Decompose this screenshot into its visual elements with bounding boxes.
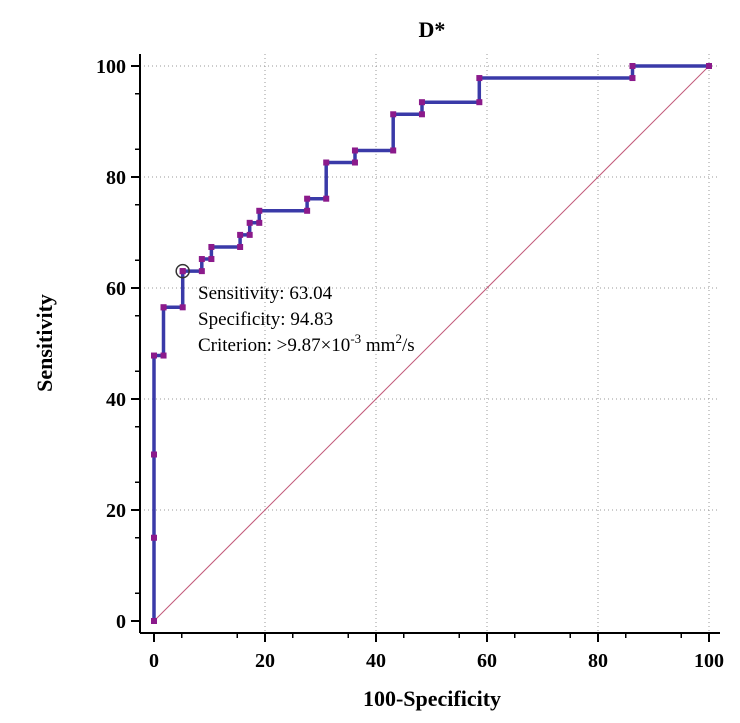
- roc-point: [476, 99, 483, 106]
- annotation-criterion: Criterion: >9.87×10-3 mm2/s: [198, 331, 415, 356]
- annotation-sensitivity: Sensitivity: 63.04: [198, 283, 333, 304]
- roc-point: [208, 243, 215, 250]
- optimal-point-marker: [175, 263, 190, 279]
- roc-point: [237, 231, 244, 238]
- x-tick-label: 20: [255, 650, 275, 672]
- y-tick-label: 40: [106, 389, 126, 411]
- roc-point: [629, 63, 636, 69]
- roc-point: [351, 159, 358, 166]
- x-tick-label: 100: [694, 650, 724, 672]
- roc-markers: [151, 63, 712, 624]
- x-tick-label: 80: [588, 650, 608, 672]
- chart-title: D*: [419, 17, 446, 42]
- x-axis-label: 100-Specificity: [363, 686, 501, 711]
- y-tick-label: 20: [106, 500, 126, 522]
- roc-point: [151, 451, 157, 458]
- x-tick-label: 40: [366, 650, 386, 672]
- roc-point: [179, 268, 186, 275]
- roc-point: [706, 63, 712, 69]
- roc-point: [151, 352, 157, 359]
- roc-point: [151, 534, 157, 541]
- roc-point: [151, 618, 157, 624]
- x-ticks: 0 20 40 60 80 100: [149, 633, 724, 672]
- criterion-prefix: Criterion: >9.87×10: [198, 335, 350, 356]
- roc-point: [160, 304, 167, 311]
- criterion-exponent-1: -3: [350, 331, 361, 346]
- roc-point: [323, 159, 330, 166]
- roc-point: [351, 147, 358, 154]
- criterion-suffix: /s: [402, 335, 415, 356]
- roc-point: [390, 147, 397, 154]
- roc-point: [246, 231, 253, 238]
- y-ticks: 0 20 40 60 80 100: [96, 56, 140, 633]
- y-tick-label: 0: [116, 611, 126, 633]
- roc-point: [304, 207, 311, 214]
- annotation: Sensitivity: 63.04 Specificity: 94.83 Cr…: [198, 283, 415, 356]
- roc-point: [390, 111, 397, 118]
- roc-point: [256, 207, 263, 214]
- roc-point: [418, 99, 425, 106]
- roc-point: [323, 195, 330, 202]
- roc-point: [198, 268, 205, 275]
- roc-point: [198, 256, 205, 263]
- annotation-specificity: Specificity: 94.83: [198, 309, 333, 330]
- roc-point: [160, 352, 167, 359]
- roc-point: [208, 256, 215, 263]
- roc-point: [246, 219, 253, 226]
- y-axis-label: Sensitivity: [32, 294, 57, 392]
- criterion-unit: mm: [361, 335, 396, 356]
- roc-point: [179, 304, 186, 311]
- x-tick-label: 0: [149, 650, 159, 672]
- criterion-exponent-2: 2: [395, 331, 402, 346]
- roc-point: [476, 75, 483, 82]
- x-tick-label: 60: [477, 650, 497, 672]
- roc-point: [304, 195, 311, 202]
- roc-point: [629, 75, 636, 82]
- y-tick-label: 80: [106, 167, 126, 189]
- roc-point: [256, 219, 263, 226]
- y-tick-label: 100: [96, 56, 126, 78]
- reference-line: [153, 65, 710, 622]
- roc-point: [418, 111, 425, 118]
- y-tick-label: 60: [106, 278, 126, 300]
- roc-point: [237, 243, 244, 250]
